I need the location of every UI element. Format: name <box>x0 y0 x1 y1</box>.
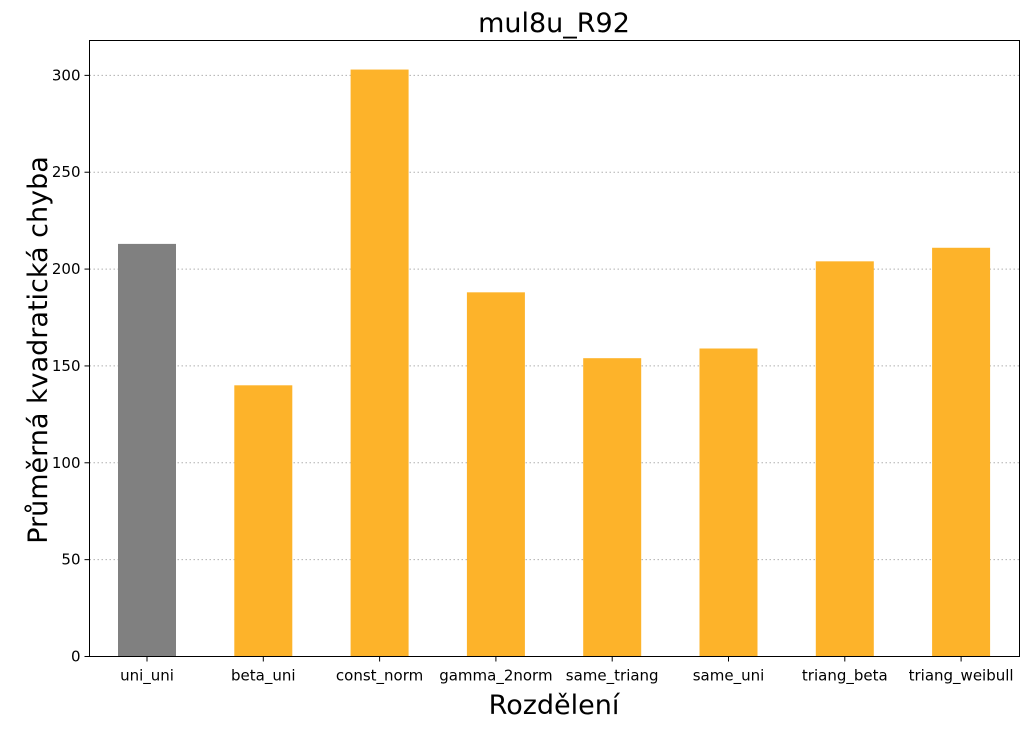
x-tick-label: gamma_2norm <box>439 667 552 686</box>
x-tick-label: beta_uni <box>231 667 296 686</box>
x-tick-label: triang_weibull <box>909 667 1014 686</box>
bar-gamma_2norm <box>466 292 525 657</box>
bar-triang_beta <box>815 261 874 657</box>
x-tick-label: same_triang <box>566 667 659 686</box>
chart-title: mul8u_R92 <box>478 8 630 39</box>
bar-beta_uni <box>234 385 293 657</box>
x-tick-label: uni_uni <box>120 667 174 686</box>
y-tick-label: 200 <box>52 260 81 278</box>
y-tick-label: 0 <box>71 648 81 666</box>
x-axis-ticks: uni_uni beta_uni const_norm gamma_2norm same… <box>120 656 1014 686</box>
x-tick-label: triang_beta <box>802 667 888 686</box>
x-tick-label: same_uni <box>693 667 765 686</box>
bars <box>118 69 991 657</box>
bar-same_uni <box>699 348 758 657</box>
y-axis-label: Průměrná kvadratická chyba <box>23 156 54 544</box>
y-tick-label: 50 <box>61 551 80 569</box>
bar-uni_uni <box>118 243 176 657</box>
x-axis-label: Rozdělení <box>489 690 621 721</box>
y-tick-label: 100 <box>52 454 81 472</box>
bar-const_norm <box>350 69 409 657</box>
x-tick-label: const_norm <box>336 667 423 686</box>
y-tick-label: 150 <box>52 357 81 375</box>
y-axis-ticks: 0 50 100 150 200 250 300 <box>52 66 90 666</box>
y-tick-label: 250 <box>52 163 81 181</box>
bar-same_triang <box>583 358 642 657</box>
plot-frame <box>89 40 1020 657</box>
bar-triang_weibull <box>932 247 991 657</box>
y-gridlines <box>89 74 1020 561</box>
y-tick-label: 300 <box>52 66 81 84</box>
